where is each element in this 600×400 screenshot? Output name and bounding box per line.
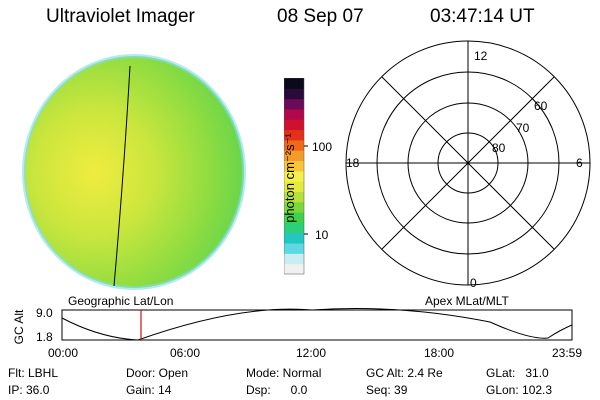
time-tick-0000: 00:00 xyxy=(48,346,79,360)
dsp-info: Dsp: 0.0 xyxy=(246,383,308,397)
colorbar-cell xyxy=(284,98,304,110)
colorbar-cell xyxy=(284,108,304,120)
ip-info: IP: 36.0 xyxy=(8,383,50,397)
colorbar-unit-label: photon cm⁻²s⁻¹ xyxy=(282,133,297,223)
gain-info: Gain: 14 xyxy=(126,383,172,397)
seq-info: Seq: 39 xyxy=(366,383,408,397)
polar-mlt-06-label: 6 xyxy=(576,156,583,170)
colorbar-cell xyxy=(284,170,304,182)
geographic-meridian-line xyxy=(113,65,131,287)
colorbar-cell xyxy=(284,263,304,275)
time-tick-1800: 18:00 xyxy=(424,346,455,360)
colorbar-tick-10: 10 xyxy=(315,228,329,242)
polar-lat-60-label: 60 xyxy=(534,99,548,113)
colorbar-cell xyxy=(284,129,304,141)
disk-texture xyxy=(24,56,244,288)
polar-lat-80-label: 80 xyxy=(492,141,506,155)
filter-info: Flt: LBHL xyxy=(8,366,59,380)
colorbar-cell xyxy=(284,78,304,89)
time-label: 03:47:14 UT xyxy=(430,6,535,27)
colorbar-cell xyxy=(284,201,304,213)
geographic-grid-label: Geographic Lat/Lon xyxy=(68,294,174,308)
colorbar-cell xyxy=(284,222,304,234)
polar-mlt-00-label: 0 xyxy=(470,276,477,290)
mode-info: Mode: Normal xyxy=(246,366,322,380)
altitude-tick-high: 9.0 xyxy=(36,306,53,320)
colorbar-cell xyxy=(284,212,304,223)
glat-info: GLat: 31.0 xyxy=(486,366,549,380)
colorbar-cell xyxy=(284,150,304,162)
colorbar-cell xyxy=(284,191,304,203)
time-tick-1200: 12:00 xyxy=(296,346,327,360)
time-tick-0600: 06:00 xyxy=(170,346,201,360)
altitude-axis-label: GC Alt xyxy=(12,309,26,345)
altitude-curve xyxy=(61,308,573,341)
polar-lat-70-label: 70 xyxy=(516,121,530,135)
polar-mlt-12-label: 12 xyxy=(474,49,488,63)
colorbar-cell xyxy=(284,181,304,192)
instrument-title: Ultraviolet Imager xyxy=(46,6,195,27)
colorbar-cell xyxy=(284,119,304,131)
time-tick-2359: 23:59 xyxy=(552,346,583,360)
polar-mlt-18-label: 18 xyxy=(346,156,360,170)
gc-alt-info: GC Alt: 2.4 Re xyxy=(366,366,443,380)
uv-earth-image xyxy=(22,54,246,290)
altitude-tick-low: 1.8 xyxy=(36,330,53,344)
altitude-plot xyxy=(61,308,573,341)
colorbar-cell xyxy=(284,88,304,100)
apex-grid-label: Apex MLat/MLT xyxy=(425,294,509,308)
colorbar-cell xyxy=(284,243,304,254)
colorbar-tick-100: 100 xyxy=(312,140,333,154)
intensity-colorbar xyxy=(284,78,308,275)
colorbar-cell xyxy=(284,139,304,151)
colorbar-cell xyxy=(284,160,304,172)
glon-info: GLon: 102.3 xyxy=(486,383,553,397)
colorbar-cell xyxy=(284,232,304,244)
date-label: 08 Sep 07 xyxy=(277,6,364,27)
colorbar-cell xyxy=(284,253,304,265)
door-info: Door: Open xyxy=(126,366,189,380)
